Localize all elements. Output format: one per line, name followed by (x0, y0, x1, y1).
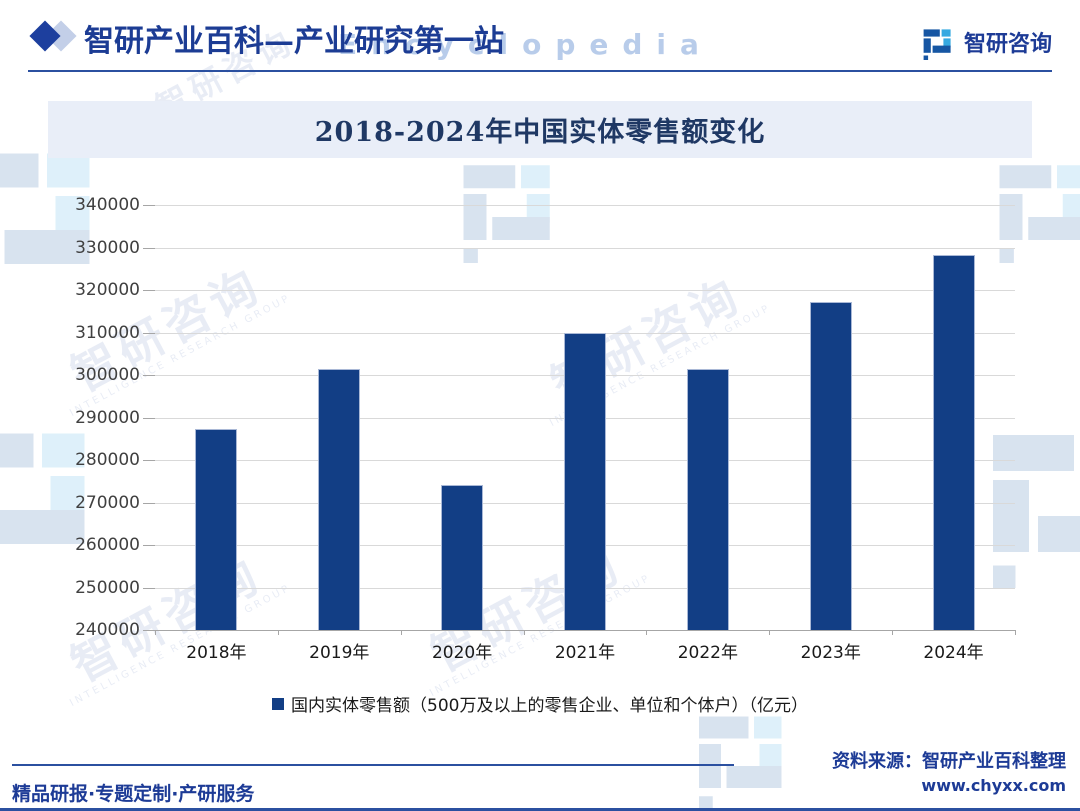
bar (809, 302, 852, 630)
x-axis-tick (155, 630, 156, 635)
x-tick-label: 2019年 (309, 643, 370, 663)
y-tick-label: 310000 (75, 322, 140, 343)
footer-services-text: 精品研报·专题定制·产研服务 (12, 783, 255, 805)
gridline (155, 332, 1015, 334)
y-axis-tick (143, 375, 155, 376)
x-tick-label: 2023年 (800, 643, 861, 663)
y-tick-label: 320000 (75, 280, 140, 300)
footer-divider (12, 764, 734, 766)
gridline (155, 290, 1015, 291)
x-axis-tick (892, 630, 894, 635)
y-axis-tick (143, 460, 155, 461)
y-axis-tick (143, 630, 155, 631)
x-axis-line (155, 630, 1015, 631)
x-tick-label: 2020年 (431, 643, 493, 663)
x-tick-label: 2018年 (186, 643, 247, 663)
header: 智研产业百科—产业研究第一站 智研咨询 (0, 0, 1080, 70)
x-axis-tick (277, 630, 279, 635)
page-title: 智研产业百科—产业研究第一站 (84, 24, 504, 59)
x-axis-tick (646, 630, 648, 635)
header-divider (28, 70, 1052, 72)
data-source-text: 资料来源：智研产业百科整理 (832, 751, 1066, 772)
bar (441, 484, 484, 630)
legend-label: 国内实体零售额（500万及以上的零售企业、单位和个体户）（亿元） (291, 696, 808, 716)
y-axis-tick (143, 290, 155, 291)
website-text: www.chyxx.com (921, 776, 1066, 795)
x-axis-tick (769, 630, 771, 635)
y-tick-label: 240000 (75, 620, 140, 640)
bar (318, 369, 361, 630)
y-tick-label: 340000 (75, 195, 140, 215)
brand-logo: 智研咨询 (920, 24, 1052, 60)
y-tick-label: 290000 (75, 407, 140, 428)
chart-title: 2018-2024年中国实体零售额变化 (314, 117, 766, 148)
plot-area (155, 205, 1016, 635)
y-tick-label: 270000 (75, 492, 140, 513)
y-tick-label: 300000 (75, 365, 140, 385)
x-tick-label: 2024年 (923, 643, 984, 663)
y-tick-label: 250000 (75, 577, 140, 598)
y-axis-tick (143, 247, 155, 249)
chart-legend: 国内实体零售额（500万及以上的零售企业、单位和个体户）（亿元） (0, 691, 1080, 716)
y-axis-tick (143, 587, 155, 589)
bar (564, 333, 606, 630)
chart-title-band: 2018-2024年中国实体零售额变化 (48, 101, 1032, 158)
y-axis-tick (143, 332, 155, 334)
bottom-border (0, 808, 1080, 811)
x-axis-tick (523, 630, 525, 635)
bar (686, 368, 729, 630)
y-axis-tick (143, 502, 155, 504)
brand-glyph-icon (920, 24, 956, 60)
gridline (155, 205, 1015, 206)
bar (932, 254, 975, 630)
x-tick-label: 2021年 (554, 643, 616, 663)
y-tick-label: 280000 (75, 450, 140, 470)
y-tick-label: 260000 (75, 535, 140, 555)
gridline (155, 247, 1015, 249)
bar (195, 428, 238, 630)
y-axis-tick (143, 205, 155, 206)
y-axis-tick (143, 417, 155, 419)
y-tick-label: 330000 (75, 237, 140, 258)
x-axis-tick (400, 630, 402, 635)
y-axis-tick (143, 545, 155, 546)
brand-name: 智研咨询 (963, 32, 1052, 57)
x-axis-tick (1015, 630, 1016, 635)
x-tick-label: 2022年 (677, 643, 738, 663)
legend-marker (272, 697, 285, 710)
